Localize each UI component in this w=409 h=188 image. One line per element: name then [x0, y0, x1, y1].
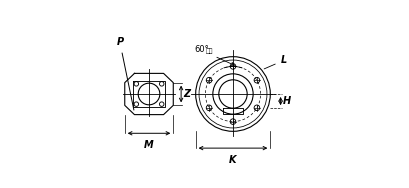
Text: K: K [229, 155, 236, 165]
Text: 等分: 等分 [205, 48, 213, 54]
Text: M: M [144, 140, 153, 150]
Text: P: P [116, 37, 134, 110]
Text: 60°: 60° [194, 45, 209, 54]
Text: H: H [282, 96, 290, 106]
Text: Z: Z [183, 89, 190, 99]
Text: L: L [263, 55, 286, 69]
